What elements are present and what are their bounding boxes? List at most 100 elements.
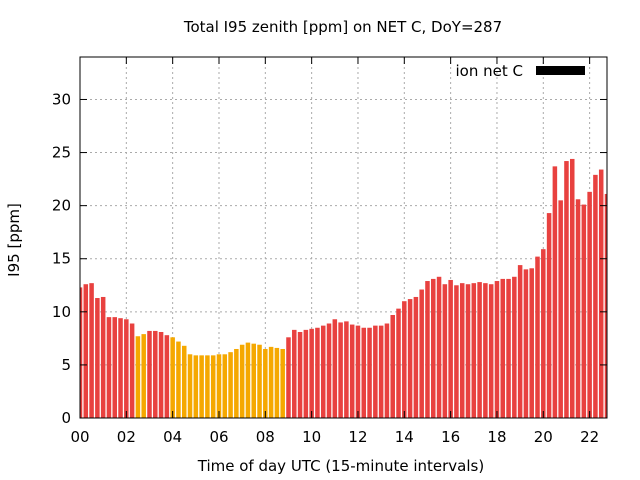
bar: [297, 331, 303, 418]
bar: [315, 327, 320, 418]
legend-label: ion net C: [456, 62, 523, 80]
bar: [454, 285, 459, 418]
bar: [239, 344, 245, 418]
bar: [170, 337, 175, 418]
x-tick-label: 16: [441, 428, 460, 446]
bar: [344, 321, 349, 418]
bar: [541, 249, 546, 418]
bar: [558, 200, 563, 418]
bar: [569, 158, 575, 418]
bar: [263, 348, 268, 418]
bar: [309, 328, 314, 418]
bar: [234, 348, 239, 418]
x-tick-label: 18: [487, 428, 506, 446]
y-tick-label: 15: [52, 250, 71, 268]
bar: [199, 355, 204, 418]
legend-swatch: [536, 66, 585, 75]
bar: [413, 296, 419, 418]
legend: ion net C: [456, 62, 585, 80]
x-tick-label: 22: [580, 428, 599, 446]
bar: [517, 265, 523, 418]
bar: [390, 315, 395, 418]
bar: [251, 343, 256, 418]
bar: [361, 327, 367, 418]
bar: [338, 322, 343, 418]
bar: [419, 289, 424, 418]
bar: [593, 174, 598, 418]
bar: [205, 355, 210, 418]
bar: [112, 317, 118, 418]
bar: [535, 256, 540, 418]
bar: [431, 278, 436, 418]
bar: [459, 283, 465, 418]
x-tick-label: 04: [163, 428, 182, 446]
bar: [193, 355, 199, 418]
bar: [147, 330, 152, 418]
x-tick-label: 08: [256, 428, 275, 446]
x-tick-label: 02: [117, 428, 136, 446]
x-axis-label: Time of day UTC (15-minute intervals): [197, 457, 484, 475]
bar: [129, 323, 135, 418]
bar: [176, 341, 181, 418]
bar: [477, 282, 482, 418]
bar: [141, 334, 146, 418]
bar: [257, 344, 262, 418]
x-tick-label: 14: [395, 428, 414, 446]
bar: [80, 287, 83, 418]
bar: [373, 325, 378, 418]
bar: [280, 348, 285, 418]
bar: [425, 281, 430, 418]
y-tick-label: 0: [61, 409, 71, 427]
bar: [471, 283, 477, 418]
bar: [523, 269, 529, 418]
bar: [396, 308, 401, 418]
bar: [604, 193, 607, 418]
bar: [320, 325, 326, 418]
bar: [158, 331, 164, 418]
bar: [303, 329, 309, 418]
bar: [581, 204, 587, 418]
bar: [124, 319, 129, 418]
bar: [153, 330, 158, 418]
bar: [407, 299, 413, 418]
bar: [100, 296, 106, 418]
bar: [367, 327, 372, 418]
x-tick-label: 10: [302, 428, 321, 446]
bar: [529, 268, 534, 418]
bar: [552, 166, 558, 418]
bar: [332, 319, 338, 418]
bar: [488, 284, 494, 418]
bar: [286, 337, 291, 418]
bar: [384, 323, 390, 418]
bar: [83, 284, 89, 418]
bar: [587, 191, 592, 418]
ticks-layer: 0 5 10 15 20 25 30 00 02 04 06 08 10 12 14 16 18 20 22: [52, 57, 607, 446]
bars-layer: [80, 158, 607, 418]
bar: [355, 325, 361, 418]
bar: [187, 354, 193, 418]
bar: [228, 352, 233, 418]
bar: [106, 317, 112, 418]
bar: [118, 318, 123, 418]
bar: [546, 213, 552, 418]
bar: [500, 278, 506, 418]
y-tick-label: 25: [52, 144, 71, 162]
x-tick-label: 00: [70, 428, 89, 446]
bar: [222, 354, 228, 418]
x-tick-label: 20: [534, 428, 553, 446]
y-tick-label: 30: [52, 90, 71, 108]
bar: [506, 278, 511, 418]
x-tick-label: 06: [209, 428, 228, 446]
bar: [135, 336, 141, 418]
bar: [292, 329, 297, 418]
chart-title: Total I95 zenith [ppm] on NET C, DoY=287: [183, 18, 502, 36]
bar: [598, 169, 604, 418]
bar: [274, 347, 280, 418]
bar: [564, 161, 569, 418]
bar: [448, 279, 453, 418]
plot-frame: [79, 56, 608, 419]
bar: [210, 355, 216, 418]
bar: [512, 276, 517, 418]
bar: [378, 325, 384, 418]
